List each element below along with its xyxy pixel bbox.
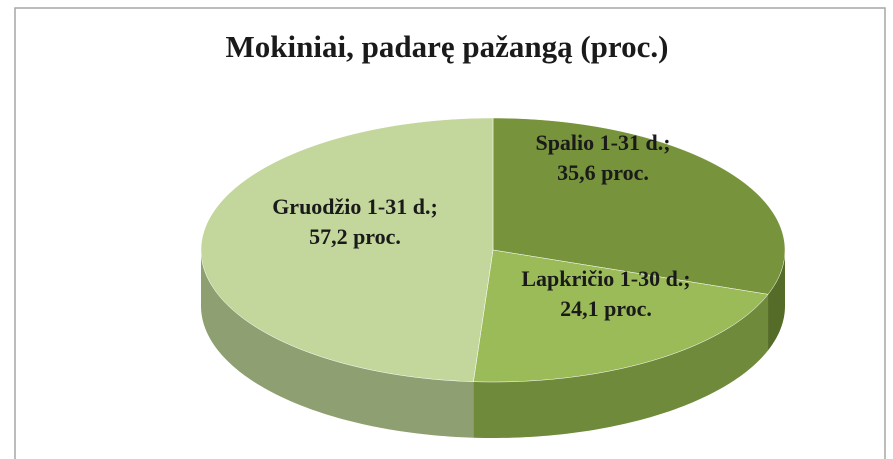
pie-sides [201,250,785,438]
slice-value-label: 24,1 proc. [560,296,652,321]
slice-category-label: Gruodžio 1-31 d.; [272,194,438,219]
chart-title: Mokiniai, padarę pažangą (proc.) [226,29,669,64]
slice-side [473,294,769,438]
slice-category-label: Lapkričio 1-30 d.; [521,266,690,291]
slice [473,249,769,383]
slice-side [201,250,474,438]
slice-side [768,250,785,351]
pie-tops [200,117,786,383]
chart-frame [14,7,886,459]
slice-value-label: 35,6 proc. [557,160,649,185]
slice [200,117,494,382]
slice-category-label: Spalio 1-31 d.; [535,130,670,155]
pie-labels: Spalio 1-31 d.; 35,6 proc. Lapkričio 1-30 … [272,130,690,321]
slice-value-label: 57,2 proc. [309,224,401,249]
slice [492,117,786,295]
